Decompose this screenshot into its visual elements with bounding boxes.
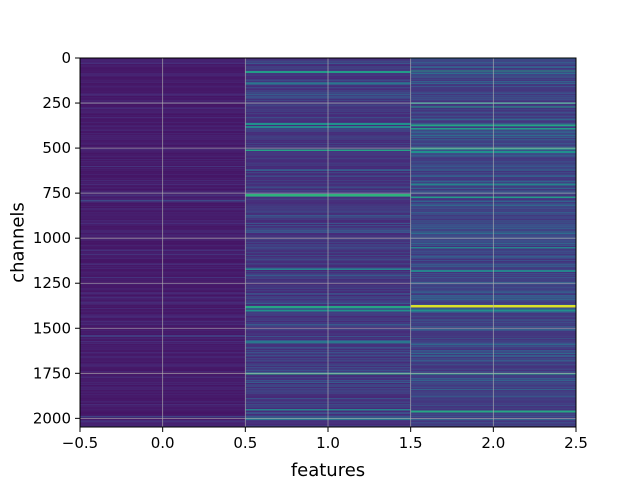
- y-tick-label: 1000: [33, 229, 71, 247]
- x-tick-label: 2.0: [481, 434, 505, 452]
- y-tick-label: 250: [42, 94, 71, 112]
- x-tick-label: 1.5: [399, 434, 423, 452]
- y-tick-label: 2000: [33, 409, 71, 427]
- x-tick-label: 1.0: [316, 434, 340, 452]
- x-tick-label: 0.5: [233, 434, 257, 452]
- y-tick-label: 500: [42, 139, 71, 157]
- y-tick-label: 1500: [33, 319, 71, 337]
- y-tick-label: 1250: [33, 274, 71, 292]
- y-tick-label: 1750: [33, 364, 71, 382]
- x-axis-label: features: [291, 460, 365, 480]
- x-tick-label: 0.0: [151, 434, 175, 452]
- y-axis-ticks: 0 250 500 750 1000 1250 1500 1750 2000: [33, 49, 80, 427]
- y-tick-label: 0: [61, 49, 71, 67]
- y-tick-label: 750: [42, 184, 71, 202]
- x-tick-label: −0.5: [62, 434, 98, 452]
- y-axis-label: channels: [7, 202, 28, 283]
- x-axis-ticks: −0.5 0.0 0.5 1.0 1.5 2.0 2.5: [62, 427, 588, 452]
- x-tick-label: 2.5: [564, 434, 588, 452]
